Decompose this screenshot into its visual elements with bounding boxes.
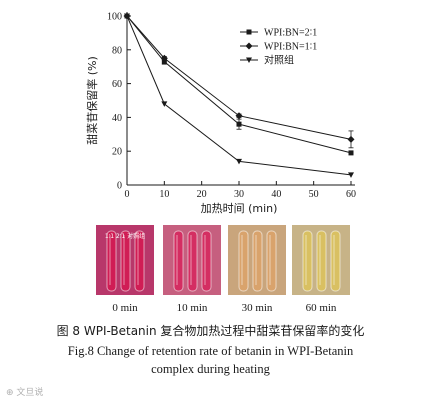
data-point	[235, 112, 243, 120]
y-tick-label: 60	[112, 79, 122, 90]
legend-label: 对照组	[264, 54, 294, 67]
data-point	[236, 121, 242, 127]
legend-marker	[246, 29, 252, 35]
watermark: ⊕ 文旦说	[6, 388, 44, 398]
x-tick-label: 50	[309, 189, 319, 200]
photo-time-label: 60 min	[305, 302, 337, 314]
tube-photo	[292, 225, 350, 295]
tube-labels: 1∶1 2∶1 对照组	[105, 232, 145, 240]
y-tick-label: 20	[112, 147, 122, 158]
data-point	[348, 150, 354, 156]
data-point	[347, 135, 355, 143]
x-tick-label: 10	[159, 189, 169, 200]
data-point	[348, 172, 354, 178]
caption-english-line2: complex during heating	[151, 362, 270, 376]
x-tick-label: 0	[125, 189, 130, 200]
caption-english-line1: Fig.8 Change of retention rate of betani…	[67, 344, 354, 358]
y-tick-label: 40	[112, 113, 122, 124]
tube-photo: 1∶1 2∶1 对照组	[96, 225, 154, 295]
x-tick-label: 30	[234, 189, 244, 200]
photo-time-label: 30 min	[241, 302, 273, 314]
data-point	[160, 54, 168, 62]
legend-marker	[245, 42, 253, 50]
series-line-0	[126, 15, 352, 154]
tube-photo	[228, 225, 286, 295]
photo-time-label: 0 min	[112, 302, 138, 314]
legend-label: WPI:BN=2∶1	[264, 28, 317, 39]
y-axis-title: 甜菜苷保留率 (%)	[85, 56, 99, 145]
data-point	[236, 158, 242, 165]
legend-marker	[246, 57, 252, 63]
tube-photo	[163, 225, 221, 295]
x-tick-label: 60	[346, 189, 356, 200]
y-tick-label: 80	[112, 45, 122, 56]
x-axis-title: 加热时间 (min)	[201, 202, 278, 215]
photo-time-label: 10 min	[176, 302, 208, 314]
legend-label: WPI:BN=1∶1	[264, 42, 317, 53]
series-line-2	[126, 15, 352, 176]
y-tick-label: 0	[117, 181, 122, 192]
x-tick-label: 40	[271, 189, 281, 200]
series-line-1	[126, 15, 352, 140]
data-point	[161, 101, 168, 107]
y-tick-label: 100	[107, 12, 122, 23]
data-point	[124, 13, 130, 19]
caption-chinese: 图 8 WPI-Betanin 复合物加热过程中甜菜苷保留率的变化	[56, 324, 365, 338]
retention-chart: 0 20 40 60 80 100 0 10 20 30 40 50 60 加热时间 (min) 甜菜苷保留…	[85, 12, 356, 216]
x-tick-label: 20	[197, 189, 207, 200]
